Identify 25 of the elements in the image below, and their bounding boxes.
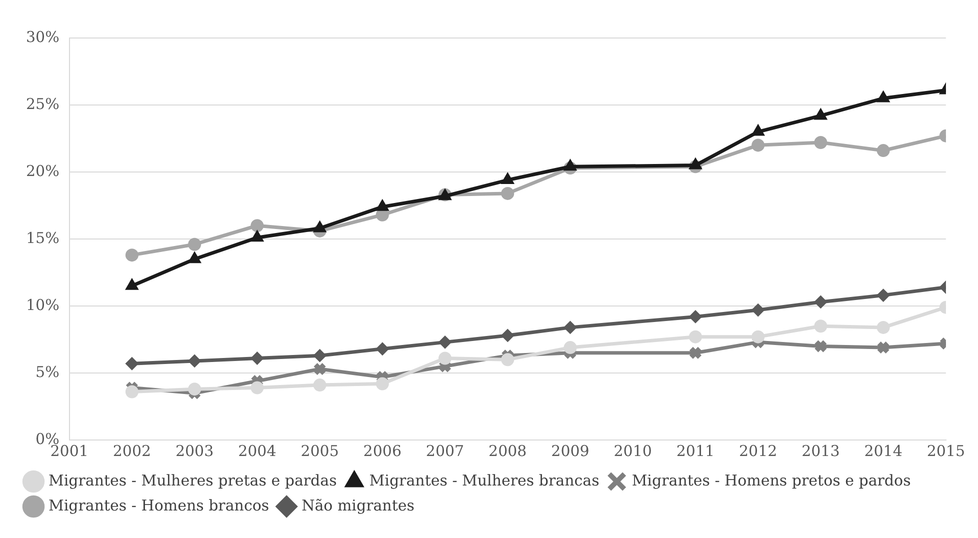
x-tick-label: 2011 xyxy=(676,442,715,460)
x-tick-label: 2006 xyxy=(363,442,402,460)
x-tick-label: 2002 xyxy=(112,442,152,460)
y-tick-label: 15% xyxy=(26,228,60,247)
x-tick-label: 2004 xyxy=(238,442,276,460)
x-tick-label: 2009 xyxy=(551,442,590,460)
y-tick-label: 5% xyxy=(36,362,60,381)
x-tick-label: 2005 xyxy=(300,442,339,460)
y-tick-label: 25% xyxy=(26,94,60,113)
x-tick-label: 2013 xyxy=(802,442,840,460)
legend-label: Migrantes - Homens brancos xyxy=(48,496,270,514)
x-tick-label: 2003 xyxy=(175,442,214,460)
x-tick-label: 2007 xyxy=(426,442,464,460)
x-tick-label: 2014 xyxy=(864,442,902,460)
x-tick-label: 2012 xyxy=(738,442,778,460)
legend-label: Migrantes - Homens pretos e pardos xyxy=(632,471,911,490)
x-tick-label: 2015 xyxy=(926,442,966,460)
legend-label: Não migrantes xyxy=(302,496,414,514)
y-tick-label: 20% xyxy=(26,162,60,180)
y-tick-label: 10% xyxy=(26,296,60,314)
y-tick-label: 30% xyxy=(26,28,60,46)
legend-label: Migrantes - Mulheres pretas e pardas xyxy=(48,471,337,490)
legend-label: Migrantes - Mulheres brancas xyxy=(369,471,600,490)
x-tick-label: 2008 xyxy=(488,442,527,460)
x-tick-label: 2010 xyxy=(614,442,652,460)
